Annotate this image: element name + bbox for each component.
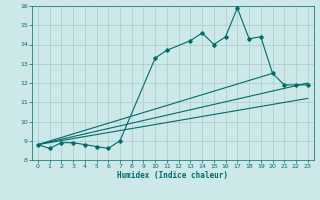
X-axis label: Humidex (Indice chaleur): Humidex (Indice chaleur) — [117, 171, 228, 180]
